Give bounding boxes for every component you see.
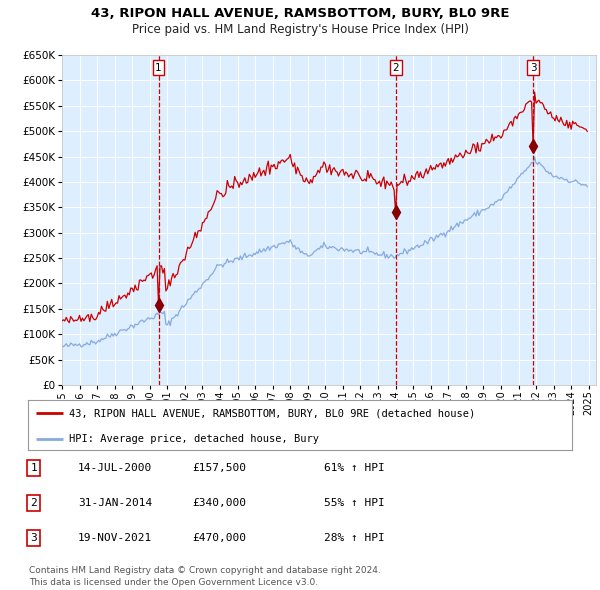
Text: £470,000: £470,000 bbox=[192, 533, 246, 543]
Text: 28% ↑ HPI: 28% ↑ HPI bbox=[324, 533, 385, 543]
Text: 3: 3 bbox=[530, 63, 536, 73]
Text: HPI: Average price, detached house, Bury: HPI: Average price, detached house, Bury bbox=[69, 434, 319, 444]
Text: 43, RIPON HALL AVENUE, RAMSBOTTOM, BURY, BL0 9RE (detached house): 43, RIPON HALL AVENUE, RAMSBOTTOM, BURY,… bbox=[69, 408, 475, 418]
Text: 1: 1 bbox=[155, 63, 162, 73]
Text: 3: 3 bbox=[30, 533, 37, 543]
Text: 31-JAN-2014: 31-JAN-2014 bbox=[78, 498, 152, 508]
Text: 1: 1 bbox=[30, 463, 37, 473]
Text: 61% ↑ HPI: 61% ↑ HPI bbox=[324, 463, 385, 473]
Text: £340,000: £340,000 bbox=[192, 498, 246, 508]
Text: £157,500: £157,500 bbox=[192, 463, 246, 473]
Text: This data is licensed under the Open Government Licence v3.0.: This data is licensed under the Open Gov… bbox=[29, 578, 318, 587]
Text: Price paid vs. HM Land Registry's House Price Index (HPI): Price paid vs. HM Land Registry's House … bbox=[131, 23, 469, 36]
Text: Contains HM Land Registry data © Crown copyright and database right 2024.: Contains HM Land Registry data © Crown c… bbox=[29, 566, 380, 575]
Text: 2: 2 bbox=[392, 63, 399, 73]
Text: 43, RIPON HALL AVENUE, RAMSBOTTOM, BURY, BL0 9RE: 43, RIPON HALL AVENUE, RAMSBOTTOM, BURY,… bbox=[91, 7, 509, 20]
Text: 55% ↑ HPI: 55% ↑ HPI bbox=[324, 498, 385, 508]
Text: 14-JUL-2000: 14-JUL-2000 bbox=[78, 463, 152, 473]
Text: 19-NOV-2021: 19-NOV-2021 bbox=[78, 533, 152, 543]
Text: 2: 2 bbox=[30, 498, 37, 508]
